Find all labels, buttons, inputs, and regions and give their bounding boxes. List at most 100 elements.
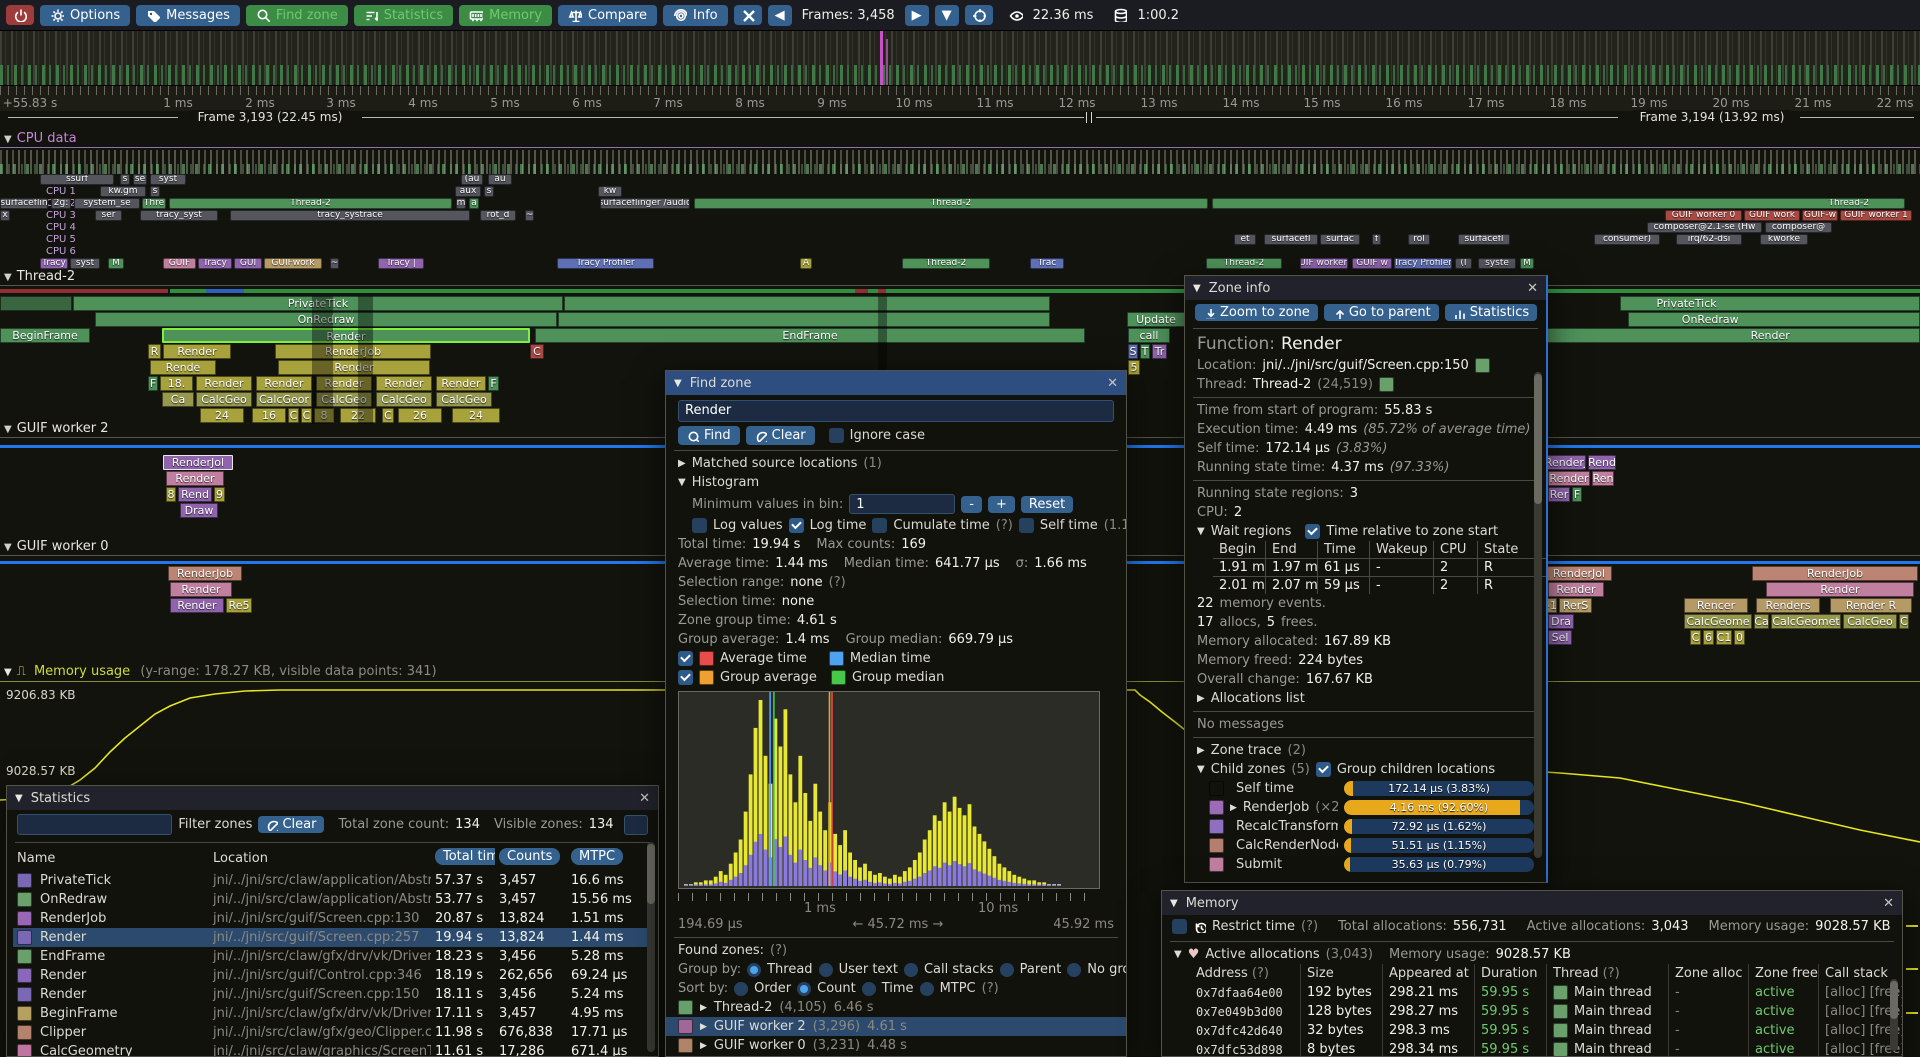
zone-chip[interactable]: Render R bbox=[1830, 598, 1912, 613]
zone-chip[interactable]: CalcGeo bbox=[316, 392, 372, 407]
zone-chip[interactable]: BeginFrame bbox=[0, 328, 90, 343]
zone-chip[interactable]: OnRedraw bbox=[1628, 312, 1920, 327]
find-zone-query-input[interactable]: Render bbox=[678, 400, 1114, 422]
collapse-icon[interactable]: ▼ bbox=[674, 377, 682, 389]
column-header-address[interactable]: Address (?) bbox=[1196, 966, 1269, 981]
memory-button[interactable]: Memory bbox=[459, 4, 553, 26]
compare-button[interactable]: Compare bbox=[558, 4, 658, 26]
cpu-zone-chip[interactable]: m bbox=[456, 198, 466, 209]
zone-chip[interactable]: CalcGeo bbox=[196, 392, 252, 407]
cpu-zone-chip[interactable]: surfaceflin bbox=[0, 198, 48, 209]
zone-chip[interactable]: OnRedraw bbox=[95, 312, 557, 327]
cpu-zone-chip[interactable]: A bbox=[800, 258, 812, 269]
cpu-zone-chip[interactable]: f bbox=[1372, 234, 1381, 245]
group-by-thread-radio[interactable] bbox=[747, 962, 762, 977]
log-time-checkbox[interactable] bbox=[788, 518, 804, 533]
power-button[interactable] bbox=[6, 5, 34, 25]
section-cpu-data[interactable]: ▼ CPU data bbox=[4, 131, 77, 146]
ignore-case-checkbox[interactable] bbox=[828, 428, 844, 443]
histogram-plot[interactable] bbox=[678, 691, 1100, 889]
zone-thread[interactable]: Thread-2 bbox=[1252, 377, 1312, 392]
statistics-scrollbar[interactable] bbox=[647, 842, 655, 1052]
zone-chip[interactable]: Rend bbox=[1588, 455, 1616, 470]
column-header-location[interactable]: Location bbox=[213, 851, 268, 866]
collapse-icon[interactable]: ▼ bbox=[1197, 764, 1205, 775]
cpu-zone-chip[interactable]: Thre bbox=[142, 198, 166, 209]
section-thread2[interactable]: ▼ Thread-2 bbox=[4, 269, 76, 284]
cpu-zone-chip[interactable]: composer@ bbox=[1765, 222, 1832, 233]
cpu-zone-chip[interactable]: Tracy Profiler bbox=[557, 258, 654, 269]
frames-row[interactable]: Frame 3,193 (22.45 ms) Frame 3,194 (13.9… bbox=[0, 110, 1920, 125]
zone-chip[interactable]: Render bbox=[436, 376, 486, 391]
zone-chip[interactable]: Draw bbox=[180, 503, 218, 518]
cpu-zone-chip[interactable]: kw.gm bbox=[100, 186, 146, 197]
filter-zones-input[interactable] bbox=[17, 814, 173, 835]
cpu-zone-chip[interactable]: syste bbox=[1478, 258, 1516, 269]
wait-region-row[interactable]: 1.91 ms1.97 ms61 µs-2R bbox=[1213, 558, 1546, 576]
clear-filter-button[interactable]: Clear bbox=[258, 816, 325, 833]
sort-by-mtpc-radio[interactable] bbox=[919, 981, 934, 996]
cpu-zone-chip[interactable]: syst bbox=[150, 174, 186, 185]
zone-chip[interactable]: C bbox=[1690, 630, 1701, 645]
cpu-zone-chip[interactable]: GUIF-w bbox=[1802, 210, 1838, 221]
child-zone-row[interactable]: ▶ RenderJob(×2) 4.16 ms (92.60%) bbox=[1185, 798, 1546, 817]
sort-by-time-radio[interactable] bbox=[861, 981, 876, 996]
zone-chip[interactable]: Render bbox=[162, 328, 530, 343]
cpu-zone-chip[interactable]: GUIF work bbox=[1744, 210, 1800, 221]
alloc-callstack-link[interactable]: [alloc] bbox=[1825, 985, 1866, 1000]
zone-chip[interactable]: Render bbox=[1766, 582, 1914, 597]
cpu-zone-chip[interactable]: irq/62-dsi bbox=[1676, 234, 1742, 245]
cpu-zone-chip[interactable]: ~ bbox=[330, 258, 339, 269]
allocations-list[interactable]: Allocations list bbox=[1210, 691, 1305, 706]
collapse-icon[interactable]: ▼ bbox=[678, 477, 686, 488]
cpu-zone-chip[interactable]: ser bbox=[95, 210, 122, 221]
info-button[interactable]: Info bbox=[663, 4, 728, 26]
cpu-zone-chip[interactable]: ssurf bbox=[40, 174, 114, 185]
child-zone-row[interactable]: CalcRenderNodes 51.51 µs (1.15%) bbox=[1185, 836, 1546, 855]
zone-chip[interactable]: CalcGeomet bbox=[1771, 614, 1841, 629]
cpu-zone-chip[interactable]: syst bbox=[70, 258, 100, 269]
zone-chip[interactable]: Render bbox=[170, 582, 232, 597]
expand-icon[interactable]: ▶ bbox=[1197, 745, 1205, 756]
child-zone-row[interactable]: Self time 172.14 µs (3.83%) bbox=[1185, 779, 1546, 798]
active-allocations-header[interactable]: Active allocations bbox=[1205, 947, 1320, 962]
statistics-button[interactable]: Statistics bbox=[353, 4, 454, 26]
section-guif-worker0[interactable]: ▼ GUIF worker 0 bbox=[4, 539, 109, 554]
zone-chip[interactable]: C bbox=[288, 408, 299, 423]
zone-chip[interactable]: CalcGeo bbox=[436, 392, 492, 407]
zone-chip[interactable]: PrivateTick bbox=[1620, 296, 1920, 311]
zone-chip[interactable]: Sel bbox=[1548, 630, 1572, 645]
sort-mtpc-button[interactable]: MTPC bbox=[571, 848, 624, 865]
column-header-name[interactable]: Name bbox=[17, 851, 56, 866]
cpu-zone-chip[interactable]: tracy_systrace bbox=[230, 210, 470, 221]
zone-chip[interactable]: Render bbox=[256, 376, 312, 391]
zone-chip[interactable]: F bbox=[148, 376, 158, 391]
zone-chip[interactable] bbox=[564, 296, 1050, 311]
zone-chip[interactable]: EndFrame bbox=[535, 328, 1085, 343]
zone-chip[interactable]: RenderJob bbox=[275, 344, 431, 359]
expand-icon[interactable]: ▶ bbox=[1197, 693, 1205, 704]
find-button[interactable]: Find bbox=[678, 426, 740, 445]
log-values-checkbox[interactable] bbox=[692, 518, 707, 533]
cpu-zone-chip[interactable]: Tracy bbox=[40, 258, 68, 269]
zone-chip[interactable]: RenderJol bbox=[163, 455, 233, 470]
cpu-zone-chip[interactable]: s bbox=[484, 186, 494, 197]
zone-chip[interactable] bbox=[558, 312, 1050, 327]
goto-frame-button[interactable] bbox=[964, 5, 993, 25]
zone-chip[interactable]: CalcGeo bbox=[376, 392, 432, 407]
cpu-zone-chip[interactable]: composer@2.1-se (Hw bbox=[1647, 222, 1762, 233]
column-header-zone-free[interactable]: Zone free bbox=[1748, 964, 1818, 983]
sort-by-count-radio[interactable] bbox=[797, 981, 812, 996]
found-zone-group-row[interactable]: ▶ GUIF worker 0 (3,231) 4.48 s bbox=[666, 1036, 1126, 1055]
memory-titlebar[interactable]: ▼ Memory ✕ bbox=[1162, 891, 1902, 915]
messages-button[interactable]: Messages bbox=[136, 4, 240, 26]
prev-frame-button[interactable]: ◀ bbox=[767, 4, 792, 26]
zone-chip[interactable]: Render bbox=[1546, 328, 1920, 343]
zone-chip[interactable]: Tr bbox=[1152, 344, 1167, 359]
zone-chip[interactable]: R bbox=[148, 344, 161, 359]
zone-trace[interactable]: Zone trace bbox=[1210, 743, 1282, 758]
sort-counts-button[interactable]: Counts bbox=[499, 848, 561, 865]
cpu-zone-chip[interactable]: GUIF w bbox=[1352, 258, 1392, 269]
statistics-titlebar[interactable]: ▼ Statistics ✕ bbox=[7, 786, 658, 810]
